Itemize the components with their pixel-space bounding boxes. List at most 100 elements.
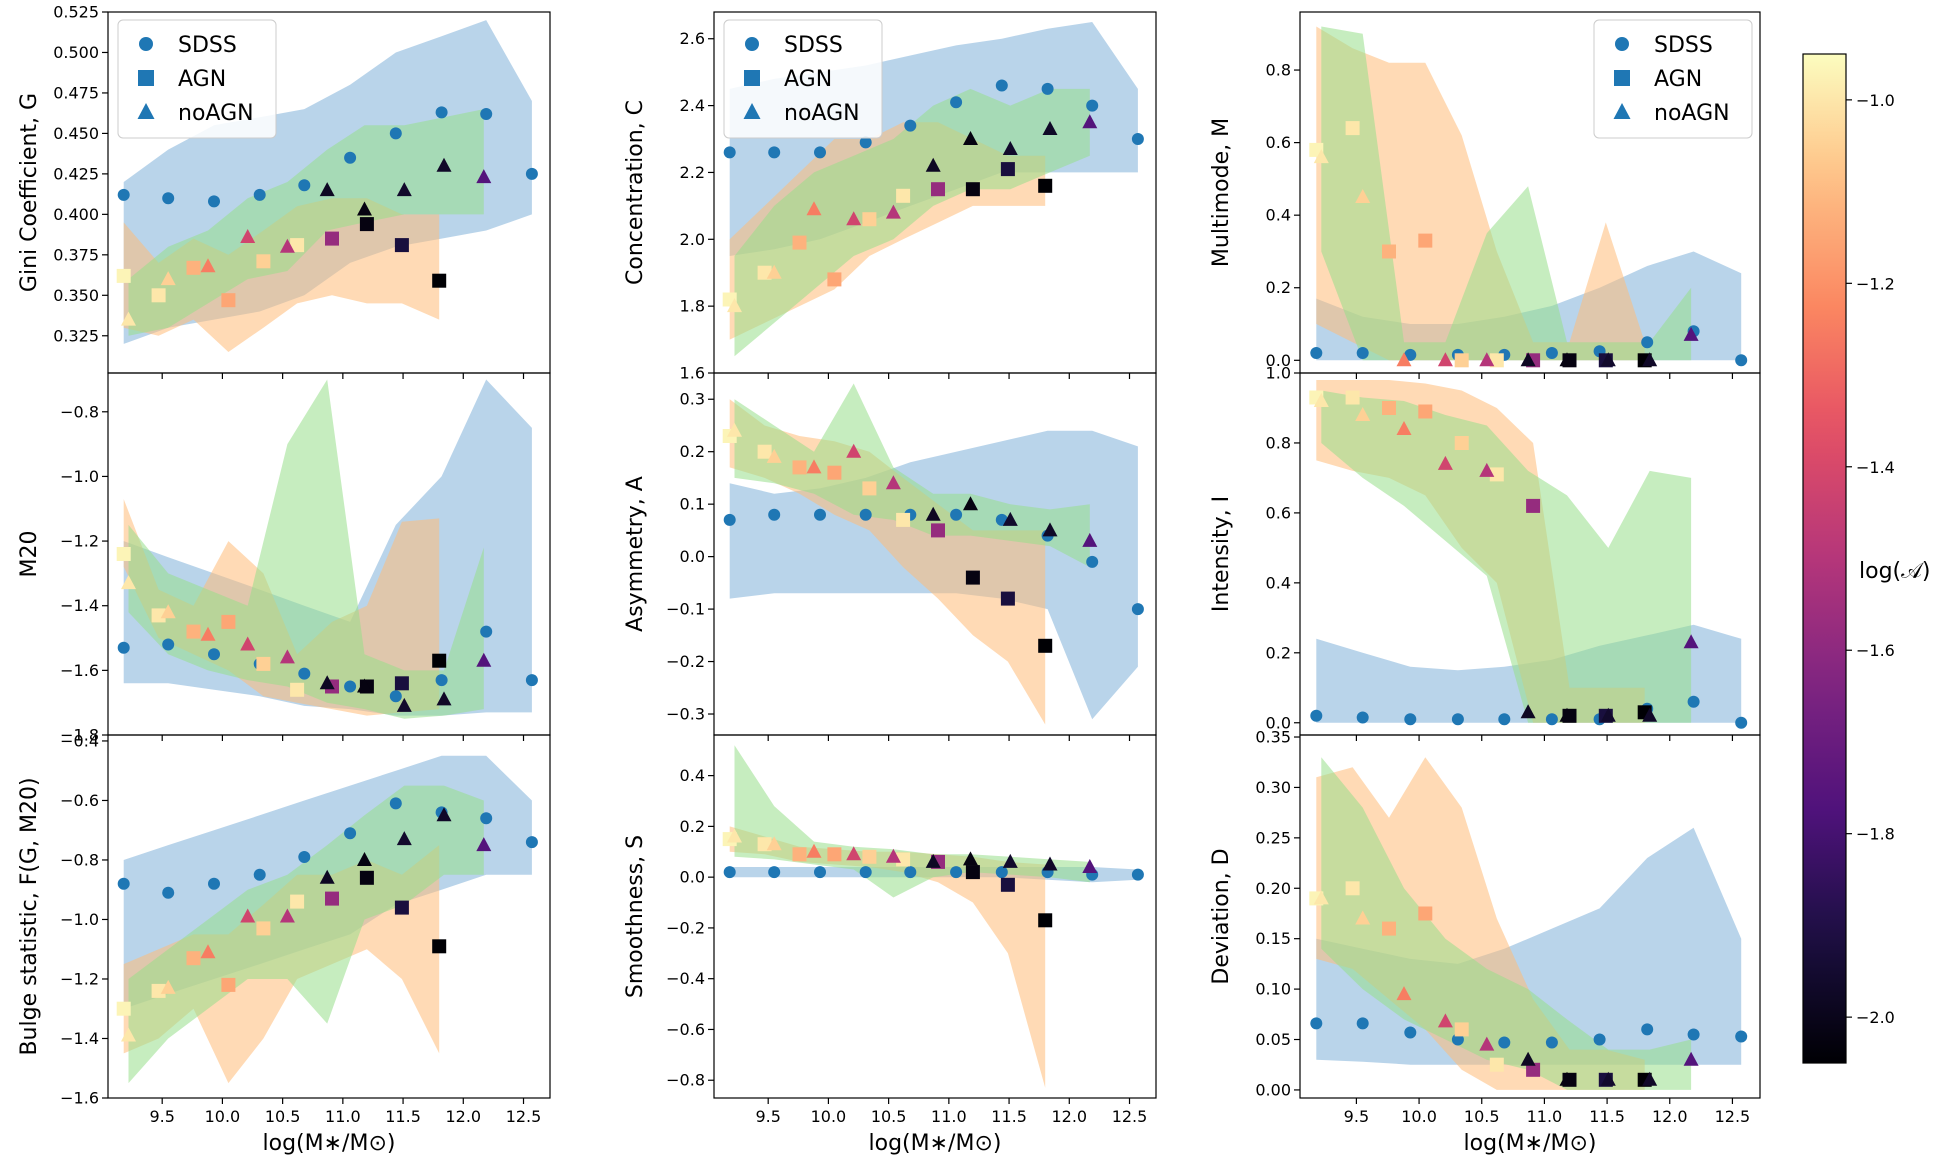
noagn-point — [1396, 352, 1412, 367]
x-tick-label: 11.5 — [1589, 1107, 1625, 1126]
sdss-point — [1641, 1023, 1654, 1036]
noagn-point — [1082, 532, 1098, 547]
y-tick-label: −0.6 — [60, 791, 99, 810]
noagn-point — [240, 229, 256, 243]
noagn-point — [1600, 707, 1616, 722]
x-tick-label: 12.0 — [445, 1107, 481, 1126]
plot-area — [722, 383, 1144, 725]
noagn-point — [1313, 890, 1329, 905]
agn-point — [1418, 233, 1433, 248]
legend-box — [1593, 19, 1753, 139]
agn-point — [1418, 906, 1433, 921]
colorbar-tick-label: −1.8 — [1856, 825, 1895, 844]
sdss-point — [1735, 354, 1748, 367]
x-tick-label: 11.5 — [385, 1107, 421, 1126]
y-tick-label: −1.8 — [60, 726, 99, 745]
agn-point — [221, 293, 236, 308]
y-tick-label: 0.425 — [53, 164, 99, 183]
sdss-point — [723, 513, 736, 526]
noagn-point — [1002, 853, 1018, 868]
noagn-point — [436, 807, 452, 822]
sdss-point — [1735, 716, 1748, 729]
agn-point — [1489, 353, 1504, 368]
agn-point — [151, 288, 166, 303]
sdss-point — [480, 625, 493, 638]
panel-asymmetry: −0.3 −0.2 −0.1 0.0 0.1 0.2 0.3 Asymmetry, A — [623, 372, 1157, 741]
sdss-point — [904, 866, 917, 879]
y-tick-label: −0.3 — [666, 705, 705, 724]
legend: SDSS AGN noAGN — [723, 19, 883, 139]
sdss-point — [768, 866, 781, 879]
noagn-point — [1002, 511, 1018, 526]
sdss-point — [435, 106, 448, 119]
agn-point — [1345, 881, 1360, 896]
y-tick-label: 0.2 — [1266, 643, 1291, 662]
noagn-point — [1520, 352, 1536, 367]
agn-point — [1038, 638, 1053, 653]
sdss-point — [1687, 695, 1700, 708]
x-tick-label: 12.0 — [1051, 1107, 1087, 1126]
panels-group: 0.325 0.350 0.375 0.400 0.425 0.450 0.475 0.500… — [17, 3, 1761, 1156]
y-tick-label: 1.6 — [680, 364, 705, 383]
agn-point — [931, 523, 945, 538]
legend-sdss-marker — [1615, 37, 1629, 51]
sdss-point — [1498, 713, 1511, 726]
agn-point — [290, 682, 305, 697]
plot-area — [116, 379, 538, 719]
agn-point — [896, 512, 911, 527]
y-tick-label: −0.6 — [666, 1020, 705, 1039]
axes-frame — [107, 734, 551, 1099]
noagn-point — [319, 869, 335, 884]
y-tick-label: −1.0 — [60, 467, 99, 486]
sdss-point — [1404, 1026, 1417, 1039]
noagn-point — [476, 652, 492, 667]
noagn-point — [200, 944, 216, 959]
sdss-point — [768, 146, 781, 159]
y-tick-label: −1.4 — [60, 596, 99, 615]
sdss-point — [253, 868, 266, 881]
agn-point — [1526, 1062, 1541, 1077]
noagn-point — [885, 848, 901, 863]
legend-label-sdss: SDSS — [1654, 33, 1713, 58]
y-tick-label: 0.05 — [1255, 1030, 1291, 1049]
agn-point — [965, 865, 980, 880]
agn-point — [792, 460, 807, 475]
noagn-point — [319, 675, 335, 690]
noagn-point — [1642, 352, 1658, 367]
sdss-point — [859, 866, 872, 879]
panel-intensity: 0.0 0.2 0.4 0.6 0.8 1.0 Intensity, I — [1209, 364, 1761, 741]
colorbar-tick-label: −1.0 — [1856, 91, 1895, 110]
agn-point — [359, 217, 374, 232]
y-tick-label: −1.2 — [60, 969, 99, 988]
sdss-point — [298, 179, 311, 192]
agn-point — [792, 235, 807, 250]
plot-area — [722, 745, 1144, 1088]
x-tick-label: 10.5 — [1464, 1107, 1500, 1126]
panel-bulge: −0.4 −0.6 −0.8 −1.0 −1.2 −1.4 −1.6 Bulge statis… — [17, 731, 551, 1156]
noagn-point — [121, 1027, 136, 1042]
legend-box — [117, 19, 277, 139]
noagn-point — [727, 422, 742, 437]
sdss-point — [389, 127, 402, 140]
panel-gini: 0.325 0.350 0.375 0.400 0.425 0.450 0.475 0.500… — [17, 3, 551, 379]
plot-area — [116, 755, 538, 1084]
sdss-point — [208, 877, 220, 890]
y-tick-label: 0.450 — [53, 124, 99, 143]
noagn-point — [885, 475, 901, 490]
noagn-point — [1396, 986, 1412, 1001]
agn-point — [1489, 467, 1504, 482]
sdss-point — [1687, 1028, 1700, 1041]
agn-point — [432, 939, 447, 954]
y-tick-label: 0.375 — [53, 245, 99, 264]
agn-point — [965, 182, 980, 197]
x-tick-label: 10.5 — [871, 1107, 907, 1126]
y-tick-label: −1.2 — [60, 532, 99, 551]
noagn-point — [1437, 1013, 1453, 1028]
noagn-band — [734, 88, 1090, 357]
agn-point — [186, 260, 201, 275]
y-tick-label: 2.2 — [680, 163, 705, 182]
y-tick-label: 0.4 — [680, 766, 705, 785]
noagn-point — [1559, 1071, 1575, 1086]
x-tick-label: 12.5 — [1715, 1107, 1751, 1126]
sdss-point — [1545, 347, 1558, 359]
